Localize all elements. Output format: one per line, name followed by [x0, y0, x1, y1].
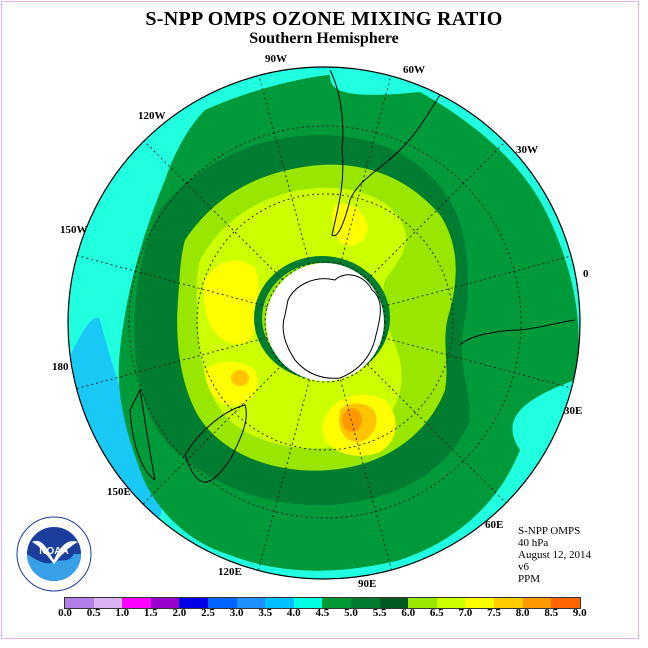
colorbar-tick-label: 0.0 — [58, 607, 72, 619]
colorbar-swatch — [207, 598, 237, 608]
colorbar-swatch — [150, 598, 180, 608]
colorbar-swatch — [293, 598, 323, 608]
noaa-logo: NOAA — [16, 516, 92, 592]
colorbar-swatch — [436, 598, 466, 608]
noaa-logo-text: NOAA — [39, 546, 68, 557]
south-america-coastline — [329, 69, 441, 237]
info-units: PPM — [518, 573, 541, 585]
colorbar-tick-label: 5.0 — [344, 607, 358, 619]
colorbar-swatch — [551, 598, 580, 608]
contour-6.5-7.0-southwest — [231, 370, 249, 386]
colorbar-swatch — [465, 598, 494, 608]
meridian-line — [340, 70, 393, 265]
colorbar-tick-label: 2.5 — [201, 607, 215, 619]
colorbar-swatch — [379, 598, 409, 608]
colorbar-swatch — [122, 598, 151, 608]
colorbar-tick-label: 7.0 — [458, 607, 473, 619]
colorbar-swatch — [93, 598, 123, 608]
meridian-line — [382, 337, 577, 390]
colorbar-tick-label: 2.0 — [172, 607, 187, 619]
lon-label-0: 0 — [583, 268, 589, 280]
colorbar-swatch — [65, 598, 94, 608]
colorbar-swatch — [408, 598, 437, 608]
colorbar-tick-label: 9.0 — [572, 607, 587, 619]
lon-label-30w: 30W — [516, 144, 538, 156]
meridian-line — [140, 364, 283, 507]
lon-label-60w: 60W — [403, 64, 425, 76]
meridian-lines — [73, 70, 577, 574]
antarctica-coastline — [282, 274, 381, 379]
lon-label-150w: 150W — [60, 224, 88, 236]
colorbar-tick-label: 7.5 — [487, 607, 501, 619]
colorbar-swatch — [322, 598, 351, 608]
info-instrument: S-NPP OMPS — [518, 525, 581, 537]
meridian-line — [340, 379, 393, 574]
info-panel: S-NPP OMPS 40 hPa August 12, 2014 v6 PPM — [518, 525, 591, 585]
colorbar-swatch — [522, 598, 552, 608]
colorbar-tick-label: 4.5 — [315, 607, 330, 619]
map-title: S-NPP OMPS OZONE MIXING RATIO — [145, 8, 503, 30]
colorbar-tick-label: 6.0 — [401, 607, 416, 619]
map-boundary — [67, 66, 581, 580]
pole-no-data — [266, 263, 384, 381]
meridian-line — [73, 337, 268, 390]
colorbar-ticks: 0.0 0.5 1.0 1.5 2.0 2.5 3.0 3.5 4.0 4.5 5.0 5.5 6.0 6… — [0, 607, 648, 621]
lon-label-90w: 90W — [265, 53, 287, 65]
colorbar-tick-label: 8.5 — [544, 607, 559, 619]
info-level: 40 hPa — [518, 537, 549, 549]
lon-label-120w: 120W — [138, 110, 166, 122]
meridian-line — [73, 254, 268, 307]
colorbar-swatch — [265, 598, 294, 608]
contour-7.0-7.5 — [342, 408, 362, 432]
africa-coastline — [459, 319, 576, 346]
lon-label-120e: 120E — [218, 566, 242, 578]
colorbar-tick-label: 3.5 — [258, 607, 273, 619]
colorbar-tick-label: 8.0 — [515, 607, 530, 619]
lon-label-90e: 90E — [358, 578, 376, 590]
meridian-line — [367, 137, 510, 280]
australia-coastline — [184, 404, 247, 483]
lon-label-60e: 60E — [485, 519, 503, 531]
colorbar-tick-label: 5.5 — [372, 607, 387, 619]
new-zealand-coastline — [129, 388, 156, 482]
info-date: August 12, 2014 — [518, 549, 592, 561]
colorbar-tick-label: 1.5 — [143, 607, 158, 619]
colorbar-swatch — [350, 598, 380, 608]
latitude-circles — [128, 125, 522, 519]
colorbar-swatch — [179, 598, 208, 608]
image-frame — [1, 1, 639, 639]
lon-label-180: 180 — [52, 361, 69, 373]
meridian-line — [257, 70, 310, 265]
meridian-line — [140, 137, 283, 280]
meridian-line — [382, 254, 577, 307]
colorbar-swatch — [236, 598, 266, 608]
contour-6.0-6.5-west — [203, 260, 260, 344]
colorbar-tick-label: 0.5 — [86, 607, 101, 619]
meridian-line — [367, 364, 510, 507]
map-subtitle: Southern Hemisphere — [249, 30, 399, 47]
colorbar-tick-label: 3.0 — [229, 607, 244, 619]
lon-label-150e: 150E — [107, 486, 131, 498]
lon-label-30e: 30E — [564, 405, 582, 417]
colorbar-swatch — [493, 598, 523, 608]
contour-3.0-3.5 — [68, 317, 162, 520]
colorbar — [64, 597, 581, 609]
info-version: v6 — [518, 561, 529, 573]
contour-6.0-6.5-north — [332, 203, 368, 246]
colorbar-tick-label: 1.0 — [115, 607, 130, 619]
colorbar-tick-label: 6.5 — [429, 607, 444, 619]
meridian-line — [257, 379, 310, 574]
colorbar-tick-label: 4.0 — [286, 607, 301, 619]
